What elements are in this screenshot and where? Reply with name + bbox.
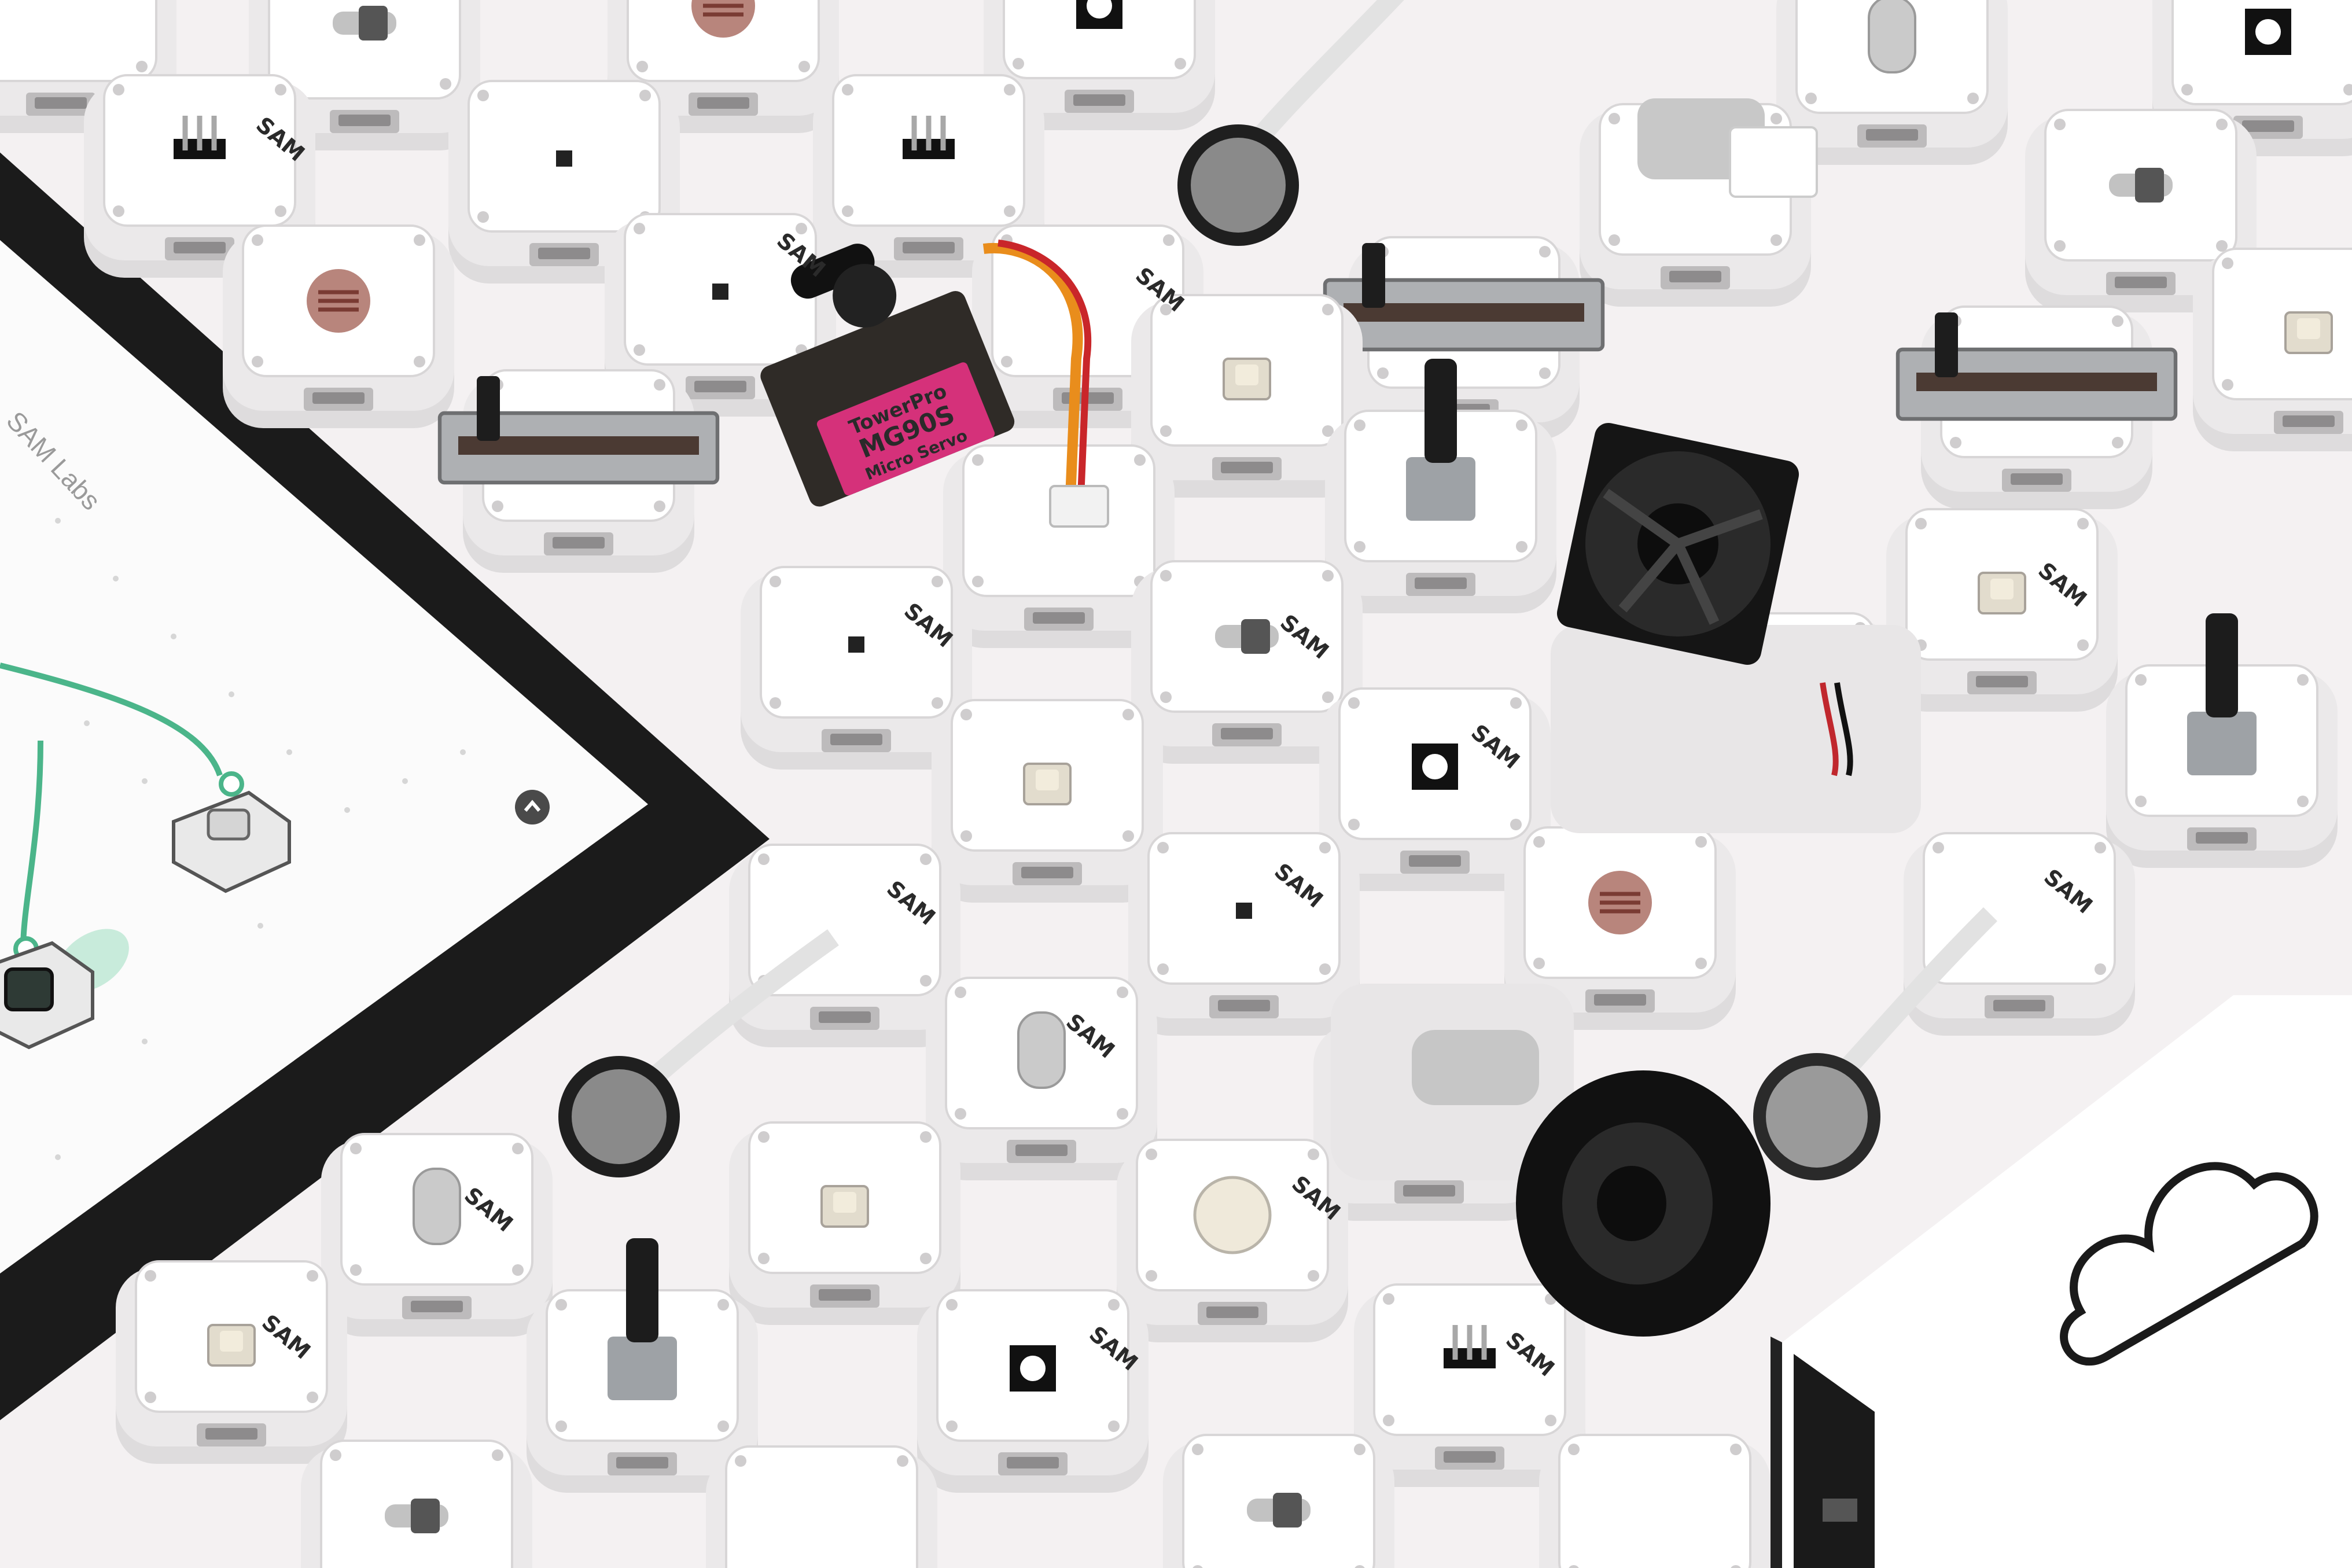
force-sensor (558, 929, 839, 1177)
wheel-motor (1331, 984, 1771, 1337)
tablet-connection-wire (0, 662, 223, 776)
packaging-box (1771, 995, 2352, 1568)
force-sensor (1753, 907, 1998, 1180)
tablet-block-light (172, 790, 291, 893)
force-sensor (1177, 0, 1404, 246)
tablet-block-button (0, 941, 94, 1050)
cloud-icon (2060, 1162, 2318, 1366)
cooling-fan (1551, 422, 1921, 833)
chevron-up-icon[interactable] (515, 790, 550, 825)
tablet (0, 152, 770, 1420)
